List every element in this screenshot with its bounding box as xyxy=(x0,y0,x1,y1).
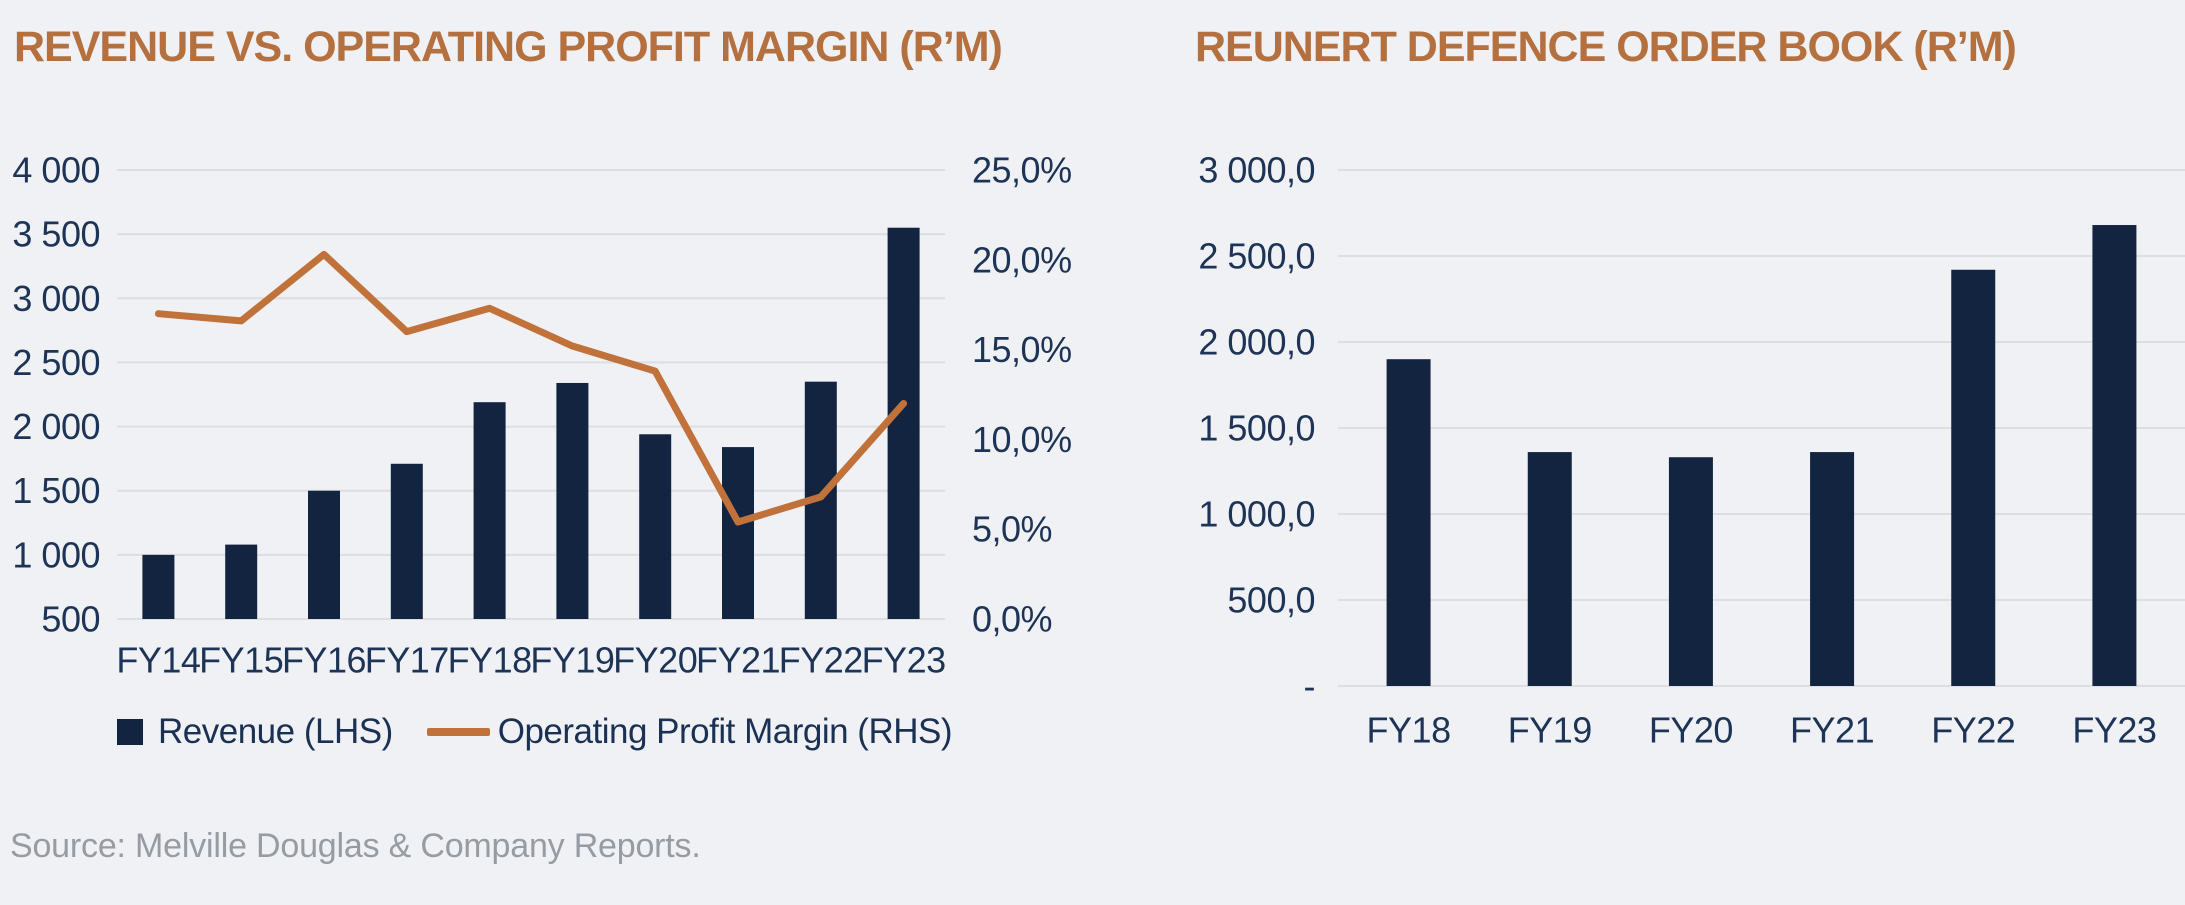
category-label-FY19: FY19 xyxy=(1508,710,1592,751)
order-book-bar-FY21 xyxy=(1810,452,1855,686)
order-book-bar-FY19 xyxy=(1527,452,1572,686)
y-axis-tick-label: 2 500,0 xyxy=(1198,236,1315,277)
order-book-bar-FY22 xyxy=(1951,269,1996,686)
category-label-FY18: FY18 xyxy=(1367,710,1451,751)
revenue-bar-FY17 xyxy=(390,463,423,619)
left-axis-tick-label: 3 500 xyxy=(12,214,100,255)
y-axis-tick-label: 500,0 xyxy=(1227,580,1315,621)
reunert-defence-order-book-chart: 3 000,0 2 500,0 2 000,0 1 500,0 1 000,0 500,0… xyxy=(1198,150,2185,751)
y-axis-tick-label: 1 000,0 xyxy=(1198,494,1315,535)
right-axis-tick-label: 25,0% xyxy=(972,150,1072,191)
revenue-bar-FY18 xyxy=(473,402,506,619)
order-book-bar-FY20 xyxy=(1668,457,1713,686)
category-label-FY22: FY22 xyxy=(779,640,863,681)
category-label-FY23: FY23 xyxy=(2072,710,2156,751)
revenue-bar-FY20 xyxy=(639,434,672,619)
legend-item-opm: Operating Profit Margin (RHS) xyxy=(426,712,953,752)
right-axis-tick-label: 0,0% xyxy=(972,599,1052,640)
legend-label-revenue: Revenue (LHS) xyxy=(158,712,393,751)
category-label-FY21: FY21 xyxy=(696,640,780,681)
y-axis-tick-label: 2 000,0 xyxy=(1198,322,1315,363)
order-book-bar-FY18 xyxy=(1386,359,1431,686)
left-axis-tick-label: 2 000 xyxy=(12,406,100,447)
revenue-bar-FY16 xyxy=(308,490,340,619)
operating-profit-margin-line xyxy=(154,250,908,526)
legend-item-revenue: Revenue (LHS) xyxy=(117,712,393,752)
revenue-bar-FY19 xyxy=(556,382,589,619)
y-axis-tick-label: - xyxy=(1304,666,1316,707)
right-axis-tick-label: 10,0% xyxy=(972,419,1072,460)
revenue-bar-FY15 xyxy=(225,544,258,619)
left-axis-tick-label: 500 xyxy=(41,599,100,640)
legend-label-opm: Operating Profit Margin (RHS) xyxy=(497,712,953,751)
left-axis-tick-label: 4 000 xyxy=(12,150,100,191)
left-axis-tick-label: 3 000 xyxy=(12,278,100,319)
y-axis-tick-label: 1 500,0 xyxy=(1198,408,1315,449)
revenue-bar-swatch-icon xyxy=(117,719,143,745)
right-axis-tick-label: 15,0% xyxy=(972,329,1072,370)
category-label-FY14: FY14 xyxy=(116,640,200,681)
left-axis-tick-label: 1 000 xyxy=(12,534,100,575)
revenue-bar-FY14 xyxy=(142,554,175,619)
right-chart-title: REUNERT DEFENCE ORDER BOOK (R’M) xyxy=(1195,23,2017,71)
category-label-FY20: FY20 xyxy=(1649,710,1733,751)
revenue-bar-FY23 xyxy=(887,227,920,619)
category-label-FY23: FY23 xyxy=(862,640,946,681)
category-label-FY16: FY16 xyxy=(282,640,366,681)
category-label-FY17: FY17 xyxy=(365,640,449,681)
category-label-FY19: FY19 xyxy=(530,640,614,681)
y-axis-tick-label: 3 000,0 xyxy=(1198,150,1315,191)
order-book-bar-FY23 xyxy=(2092,225,2137,686)
left-chart-legend: Revenue (LHS) Operating Profit Margin (R… xyxy=(117,706,986,758)
operating-profit-margin-line-swatch-icon xyxy=(426,728,490,736)
category-label-FY15: FY15 xyxy=(199,640,283,681)
revenue-vs-operating-profit-margin-chart: 4 000 3 500 3 000 2 500 2 000 1 500 1 000 500 25… xyxy=(12,150,1072,681)
category-label-FY20: FY20 xyxy=(613,640,697,681)
left-axis-tick-label: 1 500 xyxy=(12,470,100,511)
category-label-FY21: FY21 xyxy=(1790,710,1874,751)
left-axis-tick-label: 2 500 xyxy=(12,342,100,383)
left-chart-title: REVENUE VS. OPERATING PROFIT MARGIN (R’M… xyxy=(14,23,1003,71)
revenue-bar-FY21 xyxy=(722,447,754,619)
category-label-FY22: FY22 xyxy=(1931,710,2015,751)
right-axis-tick-label: 5,0% xyxy=(972,509,1052,550)
right-axis-tick-label: 20,0% xyxy=(972,239,1072,280)
category-label-FY18: FY18 xyxy=(448,640,532,681)
source-note: Source: Melville Douglas & Company Repor… xyxy=(10,827,701,865)
